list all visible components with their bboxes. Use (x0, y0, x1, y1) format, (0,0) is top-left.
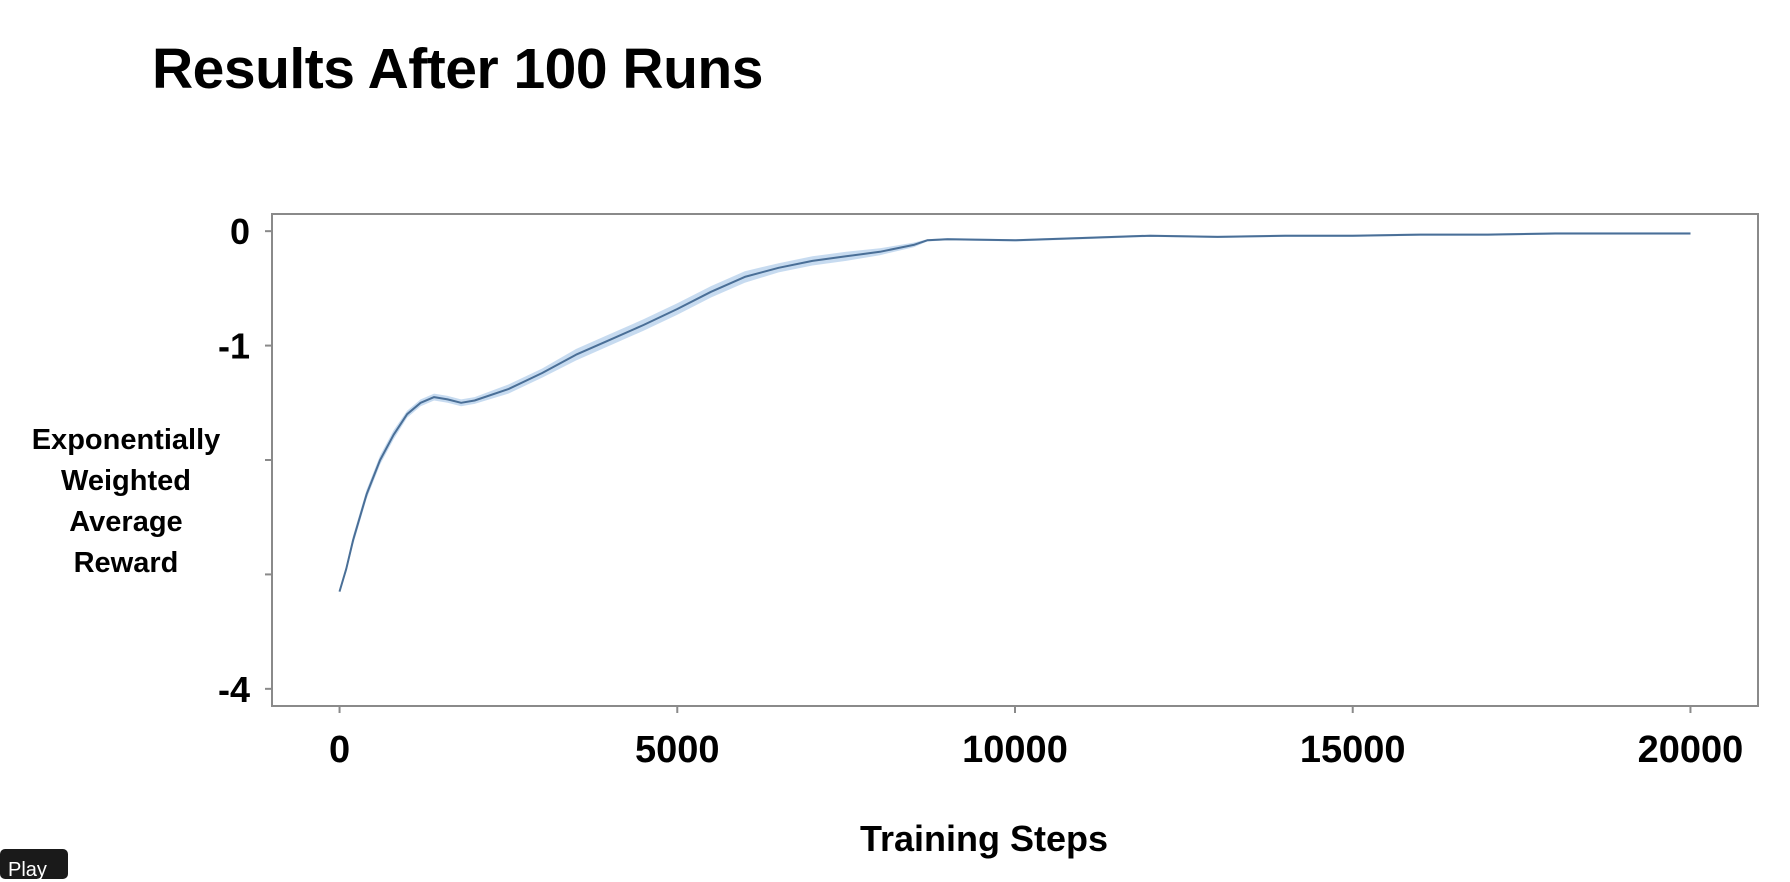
x-tick-label: 20000 (1638, 729, 1744, 771)
y-axis-label-line: Average (69, 506, 183, 538)
series-confidence-band (339, 232, 1691, 592)
x-tick-label: 10000 (962, 729, 1068, 771)
x-tick-label: 0 (329, 729, 350, 771)
y-axis-label-line: Exponentially (31, 424, 221, 456)
play-button[interactable]: Play (0, 849, 68, 881)
y-axis: 0 -1 -4 (218, 211, 272, 710)
x-axis-label: Training Steps (859, 818, 1109, 859)
y-tick-label: -4 (218, 669, 250, 710)
plot-frame (271, 213, 1759, 707)
series-line (338, 232, 1691, 592)
x-tick-label: 15000 (1300, 729, 1406, 771)
y-tick-label: -1 (218, 326, 250, 367)
y-axis-label: Exponentially Weighted Average Reward (6, 420, 246, 584)
chart-title: Results After 100 Runs (152, 37, 763, 101)
y-tick-label: 0 (230, 211, 250, 252)
y-axis-label-line: Reward (73, 547, 179, 579)
y-axis-label-line: Weighted (61, 465, 191, 497)
series-layer (338, 232, 1691, 592)
x-axis: 0 5000 10000 15000 20000 (329, 706, 1743, 771)
x-tick-label: 5000 (635, 729, 720, 771)
